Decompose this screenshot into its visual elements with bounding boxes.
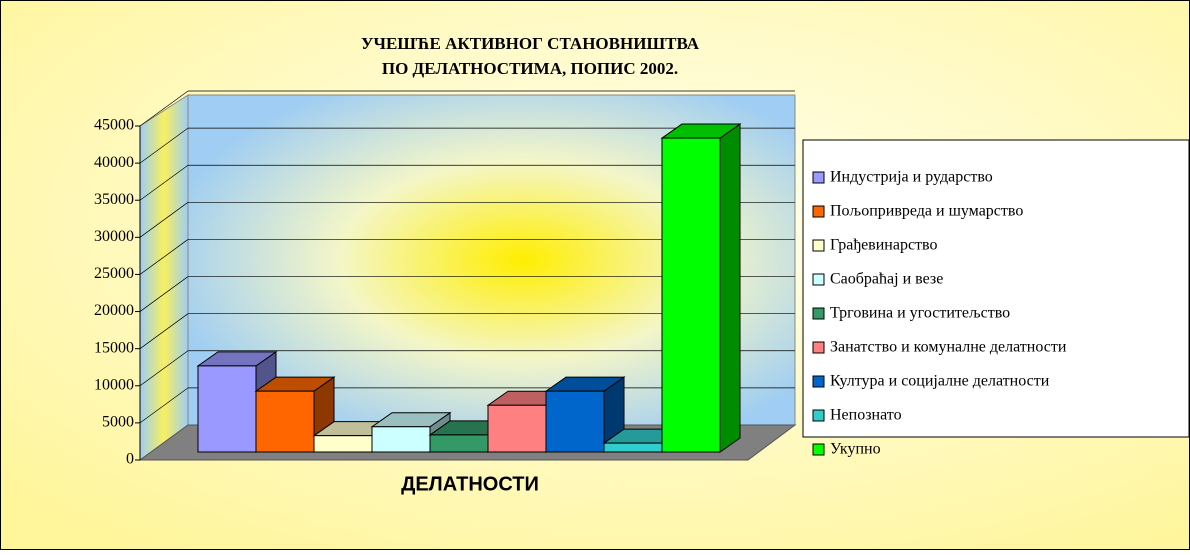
grid-line [139, 276, 189, 312]
legend-label: Пољопривреда и шумарство [830, 203, 1023, 220]
grid-line [139, 90, 189, 127]
legend-label: Укупно [830, 441, 881, 458]
y-tick-label: 25000 [94, 265, 134, 282]
y-tick-label: 40000 [94, 154, 134, 171]
grid-line [139, 202, 189, 238]
legend-swatch [812, 443, 825, 456]
bar [371, 426, 431, 453]
grid-line [139, 164, 189, 201]
legend-label: Индустрија и рударство [830, 169, 993, 186]
bar [661, 137, 721, 453]
grid-line [139, 350, 189, 387]
y-tick-label: 5000 [102, 414, 134, 431]
bar-side [719, 123, 741, 453]
y-tick-label: 15000 [94, 339, 134, 356]
y-tick-label: 30000 [94, 228, 134, 245]
chart-subtitle: ПО ДЕЛАТНОСТИМА, ПОПИС 2002. [382, 59, 678, 78]
y-tick-label: 10000 [94, 376, 134, 393]
grid-line [139, 239, 189, 275]
legend-swatch [812, 375, 825, 388]
bar [603, 442, 663, 453]
legend-swatch [812, 341, 825, 354]
legend-label: Занатство и комуналне делатности [830, 339, 1067, 356]
x-axis-label: ДЕЛАТНОСТИ [401, 473, 539, 495]
legend-label: Култура и социјалне делатности [830, 373, 1050, 390]
legend-swatch [812, 409, 825, 422]
bar [313, 435, 373, 453]
legend-swatch [812, 239, 825, 252]
grid-line [139, 127, 189, 164]
chart-title: УЧЕШЋЕ АКТИВНОГ СТАНОВНИШТВА [361, 34, 700, 53]
bar [429, 434, 489, 453]
legend-swatch [812, 307, 825, 320]
y-tick-label: 35000 [94, 191, 134, 208]
legend-label: Саобраћај и везе [830, 271, 943, 288]
y-tick-label: 45000 [94, 117, 134, 134]
y-tick-label: 20000 [94, 302, 134, 319]
grid-line [139, 387, 189, 424]
bar [255, 390, 315, 453]
legend [802, 139, 1190, 438]
y-tick-label: 0 [126, 451, 134, 468]
bar [197, 365, 257, 453]
legend-label: Непознато [830, 407, 902, 424]
legend-swatch [812, 273, 825, 286]
legend-swatch [812, 205, 825, 218]
legend-label: Трговина и угоститељство [830, 305, 1010, 322]
bar [487, 404, 547, 453]
legend-swatch [812, 171, 825, 184]
bar [545, 390, 605, 453]
legend-label: Грађевинарство [830, 237, 938, 254]
grid-line [139, 313, 189, 349]
